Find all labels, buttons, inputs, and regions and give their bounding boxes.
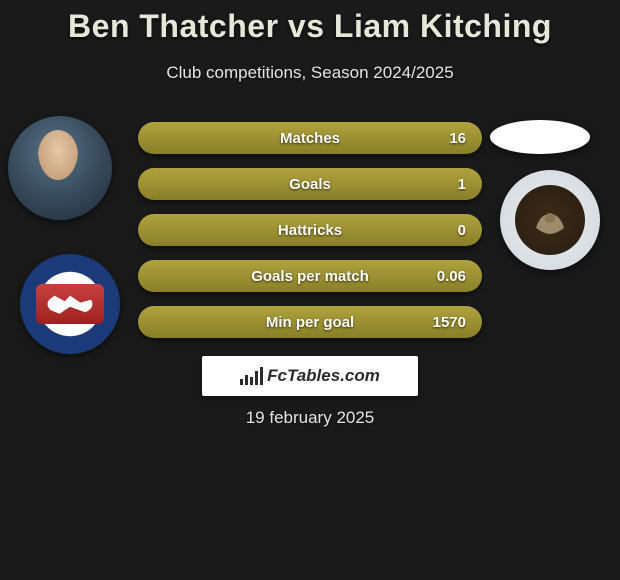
player-photo-left xyxy=(8,116,112,220)
coventry-icon xyxy=(515,185,585,255)
ipswich-icon xyxy=(36,284,104,324)
stat-right-value: 0 xyxy=(458,222,466,239)
stat-right-value: 0.06 xyxy=(437,268,466,285)
stat-right-value: 16 xyxy=(449,130,466,147)
player-photo-right xyxy=(490,120,590,154)
stat-right-value: 1570 xyxy=(433,314,466,331)
stat-label: Hattricks xyxy=(278,222,342,239)
stat-label: Goals per match xyxy=(251,268,369,285)
watermark-text: FcTables.com xyxy=(267,366,380,386)
page-title: Ben Thatcher vs Liam Kitching xyxy=(0,0,620,45)
stat-label: Matches xyxy=(280,130,340,147)
stat-row-hattricks: Hattricks 0 xyxy=(138,214,482,246)
stat-row-mpg: Min per goal 1570 xyxy=(138,306,482,338)
stat-label: Min per goal xyxy=(266,314,354,331)
stats-list: Matches 16 Goals 1 Hattricks 0 Goals per… xyxy=(138,122,482,352)
subtitle: Club competitions, Season 2024/2025 xyxy=(0,63,620,83)
stat-row-gpm: Goals per match 0.06 xyxy=(138,260,482,292)
date-text: 19 february 2025 xyxy=(0,408,620,428)
club-badge-left xyxy=(20,254,120,354)
stat-right-value: 1 xyxy=(458,176,466,193)
watermark: FcTables.com xyxy=(202,356,418,396)
stat-row-matches: Matches 16 xyxy=(138,122,482,154)
club-badge-right xyxy=(500,170,600,270)
stat-row-goals: Goals 1 xyxy=(138,168,482,200)
stat-label: Goals xyxy=(289,176,331,193)
bar-chart-icon xyxy=(240,367,263,385)
